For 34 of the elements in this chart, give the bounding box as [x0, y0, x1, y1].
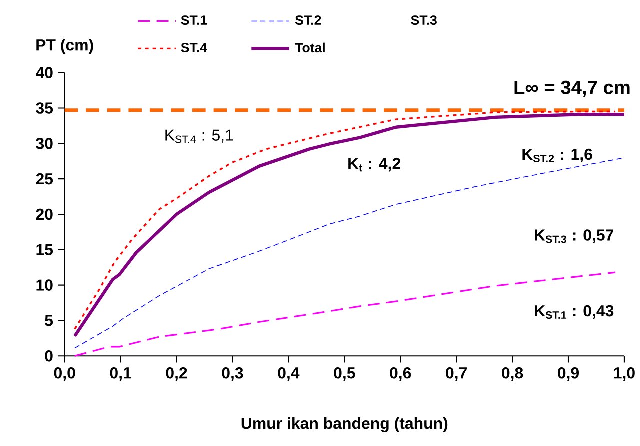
annotation: K$_{ST.2}$ : 1,6	[522, 148, 592, 163]
annotation: K$_{t}$ : 4,2	[348, 158, 400, 172]
x-tick-label: 0,5	[334, 368, 356, 382]
legend-label: ST.1	[181, 16, 208, 26]
x-tick-label: 0,7	[446, 368, 467, 382]
y-tick-label: 30	[36, 138, 53, 150]
annotation: K$_{ST.4}$ : 5,1	[166, 130, 234, 144]
x-tick-label: 1,0	[614, 368, 635, 382]
legend-label: ST.2	[295, 16, 322, 26]
y-tick-label: 5	[45, 315, 54, 326]
annotation: K$_{ST.1}$ : 0,43	[535, 305, 614, 320]
x-axis-title: Umur ikan bandeng (tahun)	[242, 418, 448, 432]
x-tick-label: 0,6	[390, 368, 412, 382]
y-tick-label: 20	[36, 208, 53, 220]
x-tick-label: 0,9	[558, 368, 580, 382]
x-tick-label: 0,1	[110, 368, 132, 382]
ref-line-label: L∞ = 34,7 cm	[514, 80, 630, 98]
y-tick-label: 15	[36, 244, 54, 256]
legend-label: ST.4	[181, 43, 208, 52]
x-tick-label: 0,3	[222, 368, 244, 382]
legend-label: Total	[295, 42, 325, 53]
text: ST.3	[411, 16, 437, 26]
y-tick-label: 40	[36, 67, 53, 79]
x-tick-label: 0,0	[54, 368, 76, 382]
y-axis-title: PT (cm)	[36, 39, 94, 54]
y-tick-label: 10	[36, 280, 53, 291]
y-tick-label: 35	[36, 102, 54, 114]
y-tick-label: 25	[36, 173, 54, 185]
y-tick-label: 0	[45, 350, 53, 362]
x-tick-label: 0,2	[166, 368, 188, 382]
x-tick-label: 0,8	[502, 368, 524, 382]
annotation: K$_{ST.3}$ : 0,57	[535, 230, 614, 244]
line-series	[74, 272, 616, 357]
x-tick-label: 0,4	[278, 368, 300, 382]
